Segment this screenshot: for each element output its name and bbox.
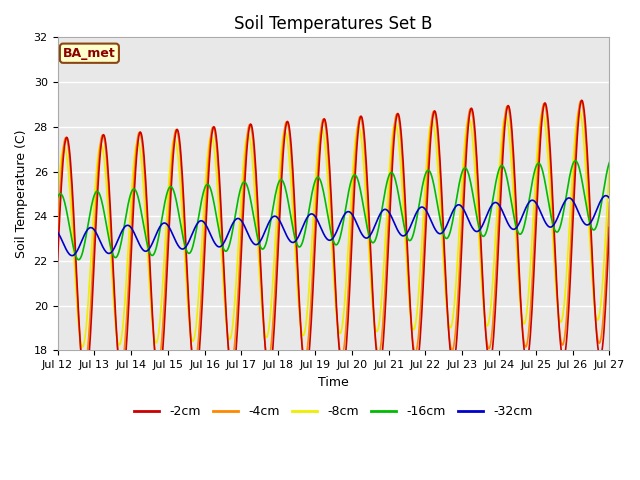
Legend: -2cm, -4cm, -8cm, -16cm, -32cm: -2cm, -4cm, -8cm, -16cm, -32cm xyxy=(129,400,538,423)
-2cm xyxy=(54,258,61,264)
-32cm xyxy=(326,238,333,243)
-8cm xyxy=(380,271,387,277)
-16cm xyxy=(199,191,207,196)
-4cm xyxy=(326,177,333,183)
-8cm xyxy=(54,201,61,207)
-4cm xyxy=(434,134,442,140)
Line: -8cm: -8cm xyxy=(58,110,609,347)
-16cm xyxy=(434,203,442,209)
-4cm xyxy=(605,200,613,205)
-32cm xyxy=(199,219,207,225)
-16cm xyxy=(380,198,387,204)
-4cm xyxy=(380,314,387,320)
-4cm xyxy=(81,366,88,372)
-16cm xyxy=(605,160,613,166)
-32cm xyxy=(54,229,61,235)
Line: -32cm: -32cm xyxy=(58,196,609,256)
-8cm xyxy=(326,207,333,213)
-8cm xyxy=(199,217,207,223)
-2cm xyxy=(199,281,207,287)
-16cm xyxy=(54,194,61,200)
-2cm xyxy=(434,125,442,131)
-2cm xyxy=(81,380,89,385)
Line: -4cm: -4cm xyxy=(58,101,609,369)
Line: -2cm: -2cm xyxy=(58,100,609,383)
-2cm xyxy=(326,165,333,170)
-32cm xyxy=(434,230,442,236)
-16cm xyxy=(175,215,183,220)
Y-axis label: Soil Temperature (C): Soil Temperature (C) xyxy=(15,130,28,258)
-2cm xyxy=(380,339,387,345)
-8cm xyxy=(556,317,563,323)
Line: -16cm: -16cm xyxy=(58,161,609,260)
-8cm xyxy=(575,108,583,113)
-16cm xyxy=(75,257,83,263)
-32cm xyxy=(380,207,387,213)
-8cm xyxy=(434,163,442,169)
-32cm xyxy=(602,193,609,199)
-2cm xyxy=(556,330,563,336)
-16cm xyxy=(572,158,579,164)
-32cm xyxy=(175,244,183,250)
-8cm xyxy=(605,165,613,171)
X-axis label: Time: Time xyxy=(318,376,349,389)
-2cm xyxy=(175,136,183,142)
-4cm xyxy=(556,327,563,333)
-16cm xyxy=(556,226,563,231)
Title: Soil Temperatures Set B: Soil Temperatures Set B xyxy=(234,15,433,33)
-8cm xyxy=(175,169,183,175)
Text: BA_met: BA_met xyxy=(63,47,116,60)
-32cm xyxy=(556,210,563,216)
-2cm xyxy=(605,225,613,230)
-16cm xyxy=(326,223,333,228)
-32cm xyxy=(605,195,613,201)
-2cm xyxy=(578,97,586,103)
-8cm xyxy=(79,344,86,349)
-4cm xyxy=(199,256,207,262)
-32cm xyxy=(68,253,76,259)
-4cm xyxy=(577,98,585,104)
-4cm xyxy=(54,234,61,240)
-4cm xyxy=(175,144,183,149)
